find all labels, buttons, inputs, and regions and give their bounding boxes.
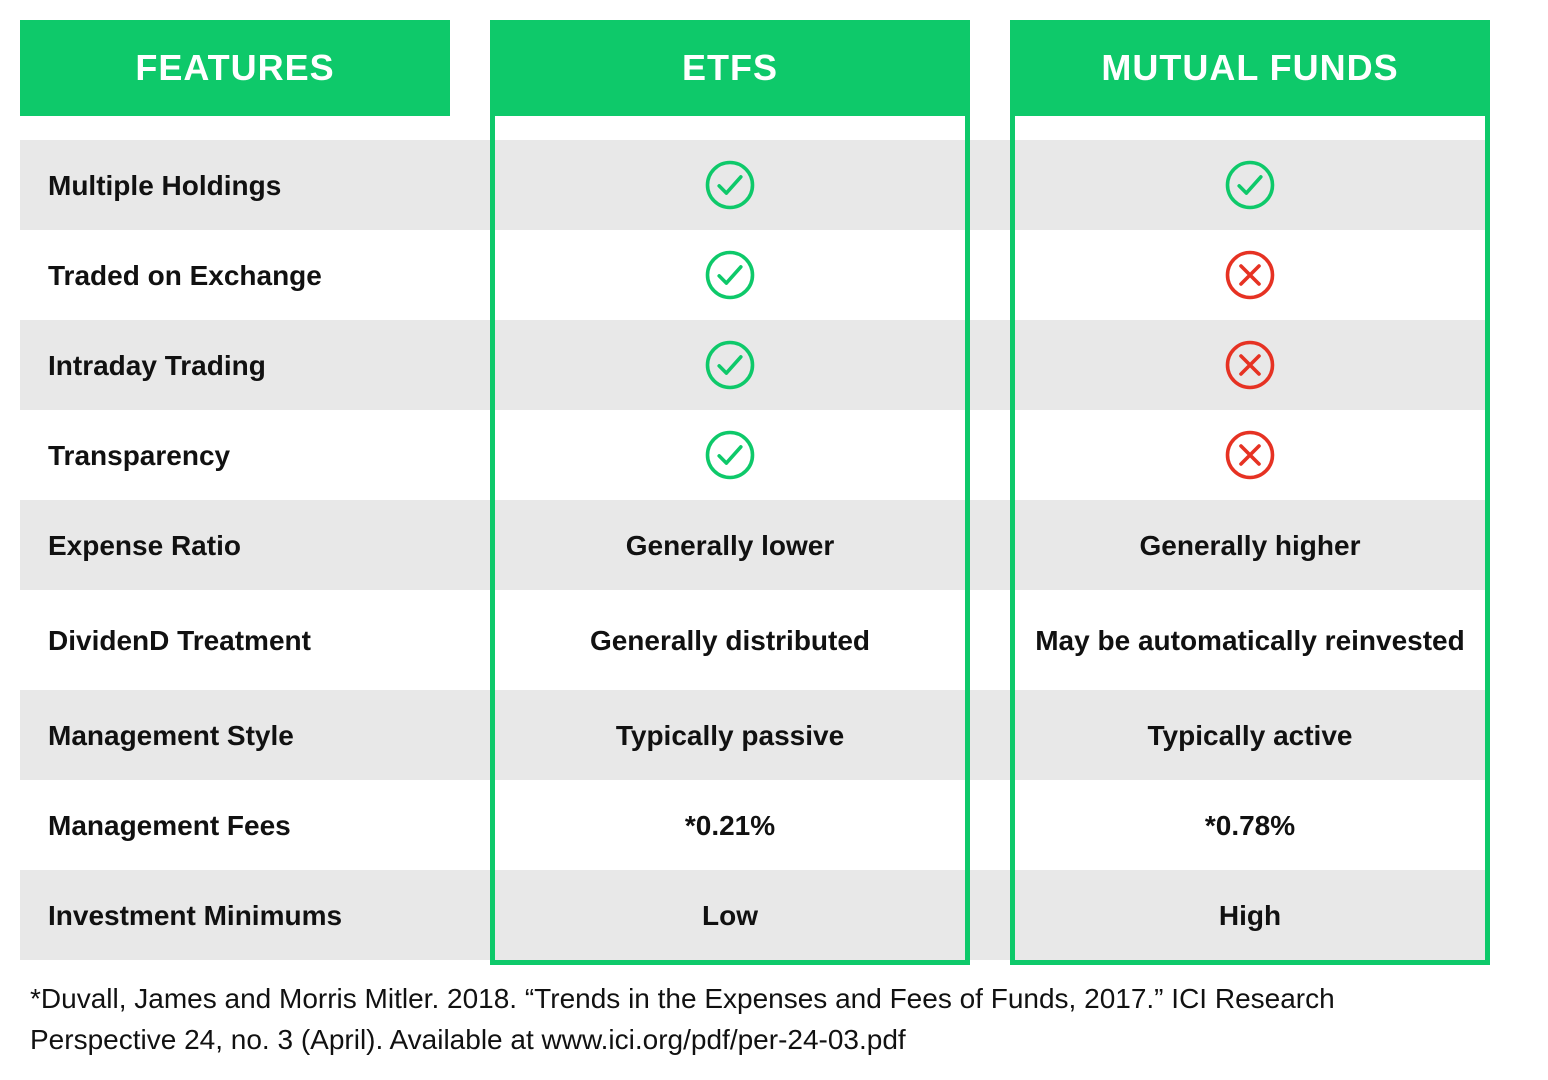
feature-label: Transparency [20, 410, 450, 500]
etfs-cell: Typically passive [495, 690, 965, 780]
spacer-row [1015, 116, 1485, 140]
gap-cell [970, 690, 1010, 780]
etfs-cell: Generally lower [495, 500, 965, 590]
gap-cell [450, 320, 490, 410]
feature-label: Management Style [20, 690, 450, 780]
header-gap-1 [450, 20, 490, 116]
gap-cell [450, 590, 490, 690]
gap-cell [970, 230, 1010, 320]
mutual-cell [1015, 140, 1485, 230]
header-features: FEATURES [20, 20, 450, 116]
gap-cell [450, 780, 490, 870]
cross-icon [1223, 248, 1277, 302]
gap-cell [970, 320, 1010, 410]
mutual-cell: Typically active [1015, 690, 1485, 780]
mutual-cell: *0.78% [1015, 780, 1485, 870]
etfs-cell: *0.21% [495, 780, 965, 870]
gap-cell [450, 410, 490, 500]
gap-cell [970, 140, 1010, 230]
etfs-cell [495, 140, 965, 230]
etfs-cell [495, 320, 965, 410]
etfs-cell [495, 410, 965, 500]
check-icon [703, 338, 757, 392]
feature-label: DividenD Treatment [20, 590, 450, 690]
etfs-cell [495, 230, 965, 320]
feature-label: Intraday Trading [20, 320, 450, 410]
etfs-cell: Generally distributed [495, 590, 965, 690]
comparison-table: FEATURES ETFS MUTUAL FUNDS Multiple Hold… [20, 20, 1490, 965]
cross-icon [1223, 338, 1277, 392]
gap-cell [970, 410, 1010, 500]
mutual-cell [1015, 230, 1485, 320]
gap-cell [450, 140, 490, 230]
header-etfs: ETFS [490, 20, 970, 116]
etfs-cell: Low [495, 870, 965, 960]
check-icon [703, 248, 757, 302]
cross-icon [1223, 428, 1277, 482]
spacer-row [970, 116, 1010, 140]
gap-cell [450, 500, 490, 590]
check-icon [1223, 158, 1277, 212]
spacer-row [20, 116, 450, 140]
header-gap-2 [970, 20, 1010, 116]
column-etfs: Generally lowerGenerally distributedTypi… [490, 116, 970, 965]
column-gap-1 [450, 116, 490, 965]
feature-label: Traded on Exchange [20, 230, 450, 320]
gap-cell [450, 870, 490, 960]
check-icon [703, 158, 757, 212]
gap-cell [970, 500, 1010, 590]
mutual-cell: May be automatically reinvested [1015, 590, 1485, 690]
feature-label: Management Fees [20, 780, 450, 870]
column-mutual-funds: Generally higherMay be automatically rei… [1010, 116, 1490, 965]
mutual-cell: Generally higher [1015, 500, 1485, 590]
spacer-row [450, 116, 490, 140]
gap-cell [450, 690, 490, 780]
gap-cell [970, 590, 1010, 690]
gap-cell [450, 230, 490, 320]
gap-cell [970, 870, 1010, 960]
mutual-cell [1015, 410, 1485, 500]
feature-label: Investment Minimums [20, 870, 450, 960]
header-mutual-funds: MUTUAL FUNDS [1010, 20, 1490, 116]
mutual-cell [1015, 320, 1485, 410]
feature-label: Multiple Holdings [20, 140, 450, 230]
spacer-row [495, 116, 965, 140]
mutual-cell: High [1015, 870, 1485, 960]
column-features: Multiple HoldingsTraded on ExchangeIntra… [20, 116, 450, 965]
gap-cell [970, 780, 1010, 870]
footnote-text: *Duvall, James and Morris Mitler. 2018. … [20, 965, 1490, 1060]
column-gap-2 [970, 116, 1010, 965]
feature-label: Expense Ratio [20, 500, 450, 590]
check-icon [703, 428, 757, 482]
